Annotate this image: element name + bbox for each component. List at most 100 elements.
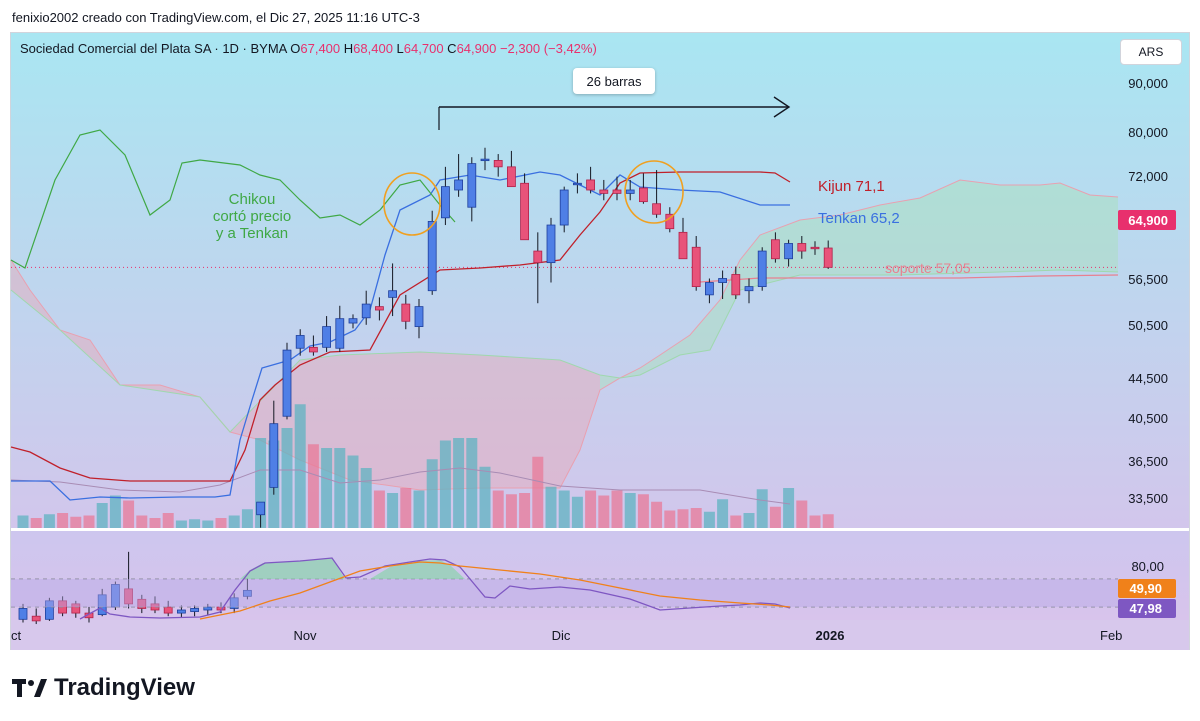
- candle: [810, 241, 820, 255]
- candle-body: [322, 326, 332, 348]
- currency-button[interactable]: ARS: [1120, 39, 1182, 65]
- candle: [269, 400, 279, 495]
- price-tick-label: 40,500: [1128, 411, 1168, 426]
- senkou-a-line: [10, 179, 1119, 491]
- price-tick-label: 44,500: [1128, 371, 1168, 386]
- support-line: [699, 274, 1119, 283]
- volume-bar: [281, 428, 293, 528]
- volume-bar: [96, 503, 108, 528]
- candle: [652, 170, 661, 218]
- legend-low-label: L: [396, 41, 404, 56]
- time-tick-label: Feb: [1100, 628, 1122, 643]
- volume-ma-line: [10, 467, 791, 505]
- volume-bar: [677, 509, 689, 528]
- volume-bar: [505, 494, 517, 528]
- highlight-circle: [383, 172, 441, 236]
- candle: [823, 240, 833, 269]
- candle-body: [573, 182, 582, 186]
- candle: [586, 166, 595, 194]
- candle-body: [388, 290, 398, 298]
- time-tick-label: ct: [11, 628, 22, 643]
- legend-close: 64,900: [456, 41, 497, 56]
- price-tick-label: 50,500: [1128, 318, 1168, 333]
- chikou-annotation-line: Chikou: [229, 191, 276, 208]
- candle-body: [586, 179, 595, 191]
- candle-body: [308, 346, 318, 353]
- candles: [18, 147, 833, 625]
- candle-body: [599, 189, 609, 194]
- candle: [203, 603, 213, 615]
- price-tick-label: 36,500: [1128, 454, 1168, 469]
- candle: [771, 232, 780, 263]
- volume-bar: [822, 514, 834, 528]
- candle: [480, 147, 490, 171]
- candle-body: [691, 246, 701, 288]
- candle-body: [757, 250, 767, 288]
- candle-body: [374, 306, 384, 311]
- candle: [45, 597, 54, 621]
- support-annotation: soporte 57,05: [885, 260, 971, 276]
- volume-bar: [717, 499, 729, 528]
- candle-body: [361, 303, 371, 319]
- candle-body: [163, 606, 173, 614]
- candle-body: [84, 612, 94, 619]
- volume-bar: [466, 438, 478, 528]
- time-tick-label: Nov: [293, 628, 317, 643]
- volume-bar: [809, 515, 821, 528]
- price-axis-bg: [1118, 33, 1189, 528]
- candle-body: [639, 187, 648, 203]
- volume-bar: [83, 515, 95, 528]
- kijun-line: [10, 171, 791, 482]
- candle-body: [559, 189, 569, 226]
- volume-bar: [215, 518, 227, 528]
- volume-bar: [664, 510, 676, 528]
- volume-bar: [202, 520, 214, 528]
- candle-body: [176, 609, 186, 614]
- candle-body: [31, 615, 41, 622]
- candle: [639, 173, 648, 204]
- volume-bar: [400, 488, 412, 528]
- tenkan-annotation: Tenkan 65,2: [818, 210, 900, 227]
- volume-bar: [294, 404, 306, 528]
- volume-bar: [57, 513, 69, 528]
- volume-bar: [17, 515, 29, 528]
- rsi-ma-line: [199, 561, 791, 620]
- candle: [256, 501, 266, 528]
- price-tick-label: 80,000: [1128, 125, 1168, 140]
- volume-bar: [241, 509, 253, 528]
- tradingview-logo[interactable]: TradingView: [12, 674, 195, 702]
- candle-body: [506, 166, 516, 188]
- volume-bar: [651, 501, 663, 528]
- candle-body: [203, 606, 213, 611]
- senkou-b-line: [10, 269, 1119, 433]
- volume-bar: [347, 455, 359, 528]
- candle-body: [678, 231, 688, 260]
- price-tick-label: 56,500: [1128, 272, 1168, 287]
- volume-bar: [558, 490, 570, 528]
- legend-open-label: O: [290, 41, 301, 56]
- candle-body: [533, 250, 543, 264]
- candle: [282, 342, 292, 420]
- legend-high: 68,400: [353, 41, 393, 56]
- candle: [190, 605, 200, 617]
- candle-body: [625, 189, 635, 194]
- last-price-badge: [1118, 210, 1176, 230]
- candle: [137, 594, 147, 614]
- volume-bar: [690, 508, 702, 528]
- volume-bar: [743, 513, 755, 528]
- chikou-annotation-line: cortó precio: [213, 208, 291, 225]
- candle: [705, 278, 714, 304]
- candle: [493, 154, 503, 177]
- candle: [718, 270, 727, 300]
- volume-bar: [703, 511, 715, 528]
- candle: [124, 551, 133, 609]
- candle: [559, 186, 569, 233]
- candle-body: [282, 349, 292, 417]
- candle-body: [480, 158, 490, 162]
- rsi-line: [79, 557, 791, 620]
- price-tick-label: 72,000: [1128, 169, 1168, 184]
- candle: [163, 600, 173, 617]
- legend-symbol: Sociedad Comercial del Plata SA · 1D · B…: [20, 41, 287, 56]
- candle-body: [784, 243, 793, 260]
